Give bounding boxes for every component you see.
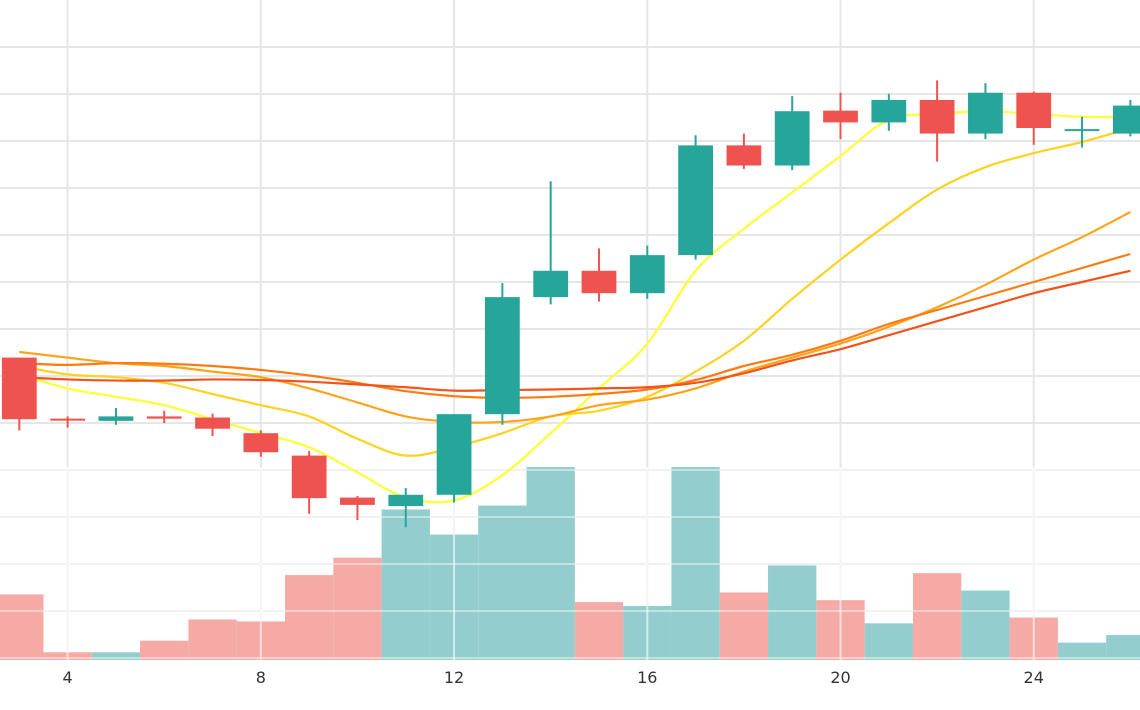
volume-bar: [1106, 634, 1140, 660]
candle-body: [533, 270, 569, 298]
candle-body: [340, 497, 375, 505]
candle-body: [484, 297, 520, 415]
x-tick-label: 8: [256, 668, 266, 687]
x-tick-label: 20: [830, 668, 850, 687]
candle-body: [726, 145, 762, 166]
volume-bar: [0, 594, 44, 660]
candle-body: [774, 111, 810, 166]
moving-average-line: [19, 269, 1131, 392]
volume-bar: [671, 467, 720, 660]
volume-bar: [526, 467, 575, 660]
volume-bar: [574, 602, 624, 660]
moving-average-line: [19, 211, 1131, 424]
volume-bar: [912, 573, 962, 660]
candle-body: [50, 418, 86, 421]
moving-average-line: [19, 252, 1131, 400]
volume-bars: [0, 467, 1140, 660]
moving-average-line: [19, 126, 1131, 457]
candle-body: [629, 255, 665, 294]
candle-body: [98, 416, 134, 421]
candle-body: [823, 110, 858, 123]
candle-body: [291, 455, 327, 499]
volume-bar: [188, 619, 237, 660]
x-tick-label: 16: [637, 668, 657, 687]
candle-body: [243, 433, 279, 453]
volume-bar: [333, 557, 382, 660]
volume-bar: [1057, 642, 1107, 660]
volume-bar: [285, 575, 334, 660]
volume-bar: [140, 640, 189, 660]
candle-body: [195, 417, 230, 429]
candle-body: [871, 100, 907, 123]
moving-average-line: [19, 110, 1131, 504]
volume-bar: [91, 652, 141, 660]
candle-body: [581, 270, 617, 294]
candle-body: [1112, 105, 1140, 134]
candlesticks: [1, 80, 1140, 528]
volume-bar: [719, 592, 769, 660]
x-tick-label: 12: [444, 668, 464, 687]
candle-body: [436, 414, 472, 495]
candle-body: [919, 100, 955, 134]
volume-bar: [961, 590, 1010, 660]
candle-body: [146, 416, 182, 419]
x-axis: 4 8 12 16 20 24: [63, 668, 1044, 687]
volume-bar: [864, 623, 913, 660]
x-tick-label: 4: [63, 668, 73, 687]
candle-body: [968, 92, 1003, 134]
candle-body: [1064, 129, 1100, 132]
candle-body: [388, 494, 424, 506]
candle-body: [1016, 92, 1052, 128]
volume-bar: [381, 509, 430, 660]
volume-bar: [768, 565, 817, 660]
x-tick-label: 24: [1024, 668, 1044, 687]
volume-bar: [478, 505, 527, 660]
candle-body: [1, 357, 37, 420]
moving-average-lines: [19, 110, 1131, 504]
candle-body: [678, 145, 713, 256]
